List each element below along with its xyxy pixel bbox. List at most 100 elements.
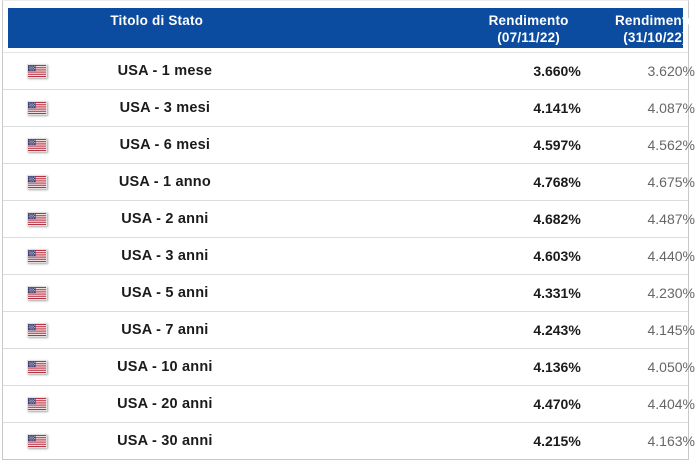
yield-previous-value: 4.487% — [647, 211, 695, 227]
column-header-bond: Titolo di Stato — [8, 8, 305, 48]
yield-previous-cell: 4.087% — [636, 100, 695, 116]
usa-flag-icon — [27, 138, 47, 152]
yield-current-value: 4.243% — [533, 322, 581, 338]
table-row: USA - 2 anni 4.682% 4.487% — [3, 201, 695, 238]
usa-flag-icon — [27, 212, 47, 226]
yield-previous-value: 4.440% — [647, 248, 695, 264]
yield-current-cell: 4.470% — [479, 396, 636, 412]
yield-current-cell: 4.243% — [479, 322, 636, 338]
yield-current-value: 4.597% — [533, 137, 581, 153]
yield-previous-cell: 4.487% — [636, 211, 695, 227]
bond-name: USA - 1 mese — [117, 63, 213, 79]
bond-name-cell: USA - 2 anni — [8, 211, 322, 227]
usa-flag-icon — [27, 175, 47, 189]
column-header-spacer — [305, 8, 454, 48]
yield-previous-cell: 3.620% — [636, 63, 695, 79]
yield-current-cell: 3.660% — [479, 63, 636, 79]
yield-current-cell: 4.331% — [479, 285, 636, 301]
yield-previous-cell: 4.050% — [636, 359, 695, 375]
yield-previous-cell: 4.440% — [636, 248, 695, 264]
yield-current-value: 4.215% — [533, 433, 581, 449]
yield-current-cell: 4.768% — [479, 174, 636, 190]
yield-previous-cell: 4.404% — [636, 396, 695, 412]
yield-current-cell: 4.141% — [479, 100, 636, 116]
table-row: USA - 6 mesi 4.597% 4.562% — [3, 127, 695, 164]
bond-name: USA - 2 anni — [121, 211, 209, 227]
table-row: USA - 30 anni 4.215% 4.163% — [3, 423, 695, 459]
table-row: USA - 10 anni 4.136% 4.050% — [3, 349, 695, 386]
yield-previous-cell: 4.230% — [636, 285, 695, 301]
usa-flag-icon — [27, 434, 47, 448]
column-header-yield-current: Rendimento (07/11/22) — [454, 8, 603, 48]
column-header-yield-current-line2: (07/11/22) — [497, 30, 560, 45]
yield-previous-value: 4.145% — [647, 322, 695, 338]
table-row: USA - 3 mesi 4.141% 4.087% — [3, 90, 695, 127]
bond-name-cell: USA - 3 mesi — [8, 100, 322, 116]
bond-name: USA - 30 anni — [117, 433, 213, 449]
table-body: USA - 1 mese 3.660% 3.620% — [3, 52, 695, 459]
usa-flag-icon — [27, 397, 47, 411]
yield-current-value: 4.682% — [533, 211, 581, 227]
column-header-yield-previous: Rendimento (31/10/22) — [603, 8, 695, 48]
usa-flag-icon — [27, 101, 47, 115]
bond-name: USA - 7 anni — [121, 322, 209, 338]
usa-flag-icon — [27, 323, 47, 337]
yield-current-value: 4.141% — [533, 100, 581, 116]
yield-previous-value: 4.675% — [647, 174, 695, 190]
bond-name-cell: USA - 7 anni — [8, 322, 322, 338]
bond-name: USA - 20 anni — [117, 396, 213, 412]
yield-previous-cell: 4.675% — [636, 174, 695, 190]
table-row: USA - 1 mese 3.660% 3.620% — [3, 53, 695, 90]
column-header-bond-label: Titolo di Stato — [110, 13, 204, 28]
yield-current-cell: 4.597% — [479, 137, 636, 153]
usa-flag-icon — [27, 64, 47, 78]
yield-previous-value: 4.404% — [647, 396, 695, 412]
bond-name-cell: USA - 3 anni — [8, 248, 322, 264]
yield-previous-cell: 4.163% — [636, 433, 695, 449]
yield-current-value: 4.603% — [533, 248, 581, 264]
bond-name-cell: USA - 30 anni — [8, 433, 322, 449]
yield-current-cell: 4.136% — [479, 359, 636, 375]
bond-name-cell: USA - 1 anno — [8, 174, 322, 190]
yield-current-value: 4.470% — [533, 396, 581, 412]
yield-previous-value: 4.050% — [647, 359, 695, 375]
yield-current-value: 4.331% — [533, 285, 581, 301]
yield-previous-value: 3.620% — [647, 63, 695, 79]
yield-current-value: 4.136% — [533, 359, 581, 375]
column-header-yield-current-line1: Rendimento — [488, 13, 569, 28]
bond-name-cell: USA - 6 mesi — [8, 137, 322, 153]
bond-name: USA - 1 anno — [118, 174, 211, 190]
usa-flag-icon — [27, 286, 47, 300]
bond-name: USA - 5 anni — [121, 285, 209, 301]
yield-previous-cell: 4.145% — [636, 322, 695, 338]
bond-name-cell: USA - 5 anni — [8, 285, 322, 301]
yield-current-cell: 4.603% — [479, 248, 636, 264]
yield-current-value: 3.660% — [533, 63, 581, 79]
bond-name: USA - 10 anni — [117, 359, 213, 375]
yield-current-cell: 4.682% — [479, 211, 636, 227]
bond-name: USA - 3 mesi — [119, 100, 211, 116]
yield-current-cell: 4.215% — [479, 433, 636, 449]
yield-previous-value: 4.562% — [647, 137, 695, 153]
table-row: USA - 5 anni 4.331% 4.230% — [3, 275, 695, 312]
yield-previous-value: 4.163% — [647, 433, 695, 449]
table-row: USA - 7 anni 4.243% 4.145% — [3, 312, 695, 349]
table-row: USA - 1 anno 4.768% 4.675% — [3, 164, 695, 201]
usa-flag-icon — [27, 249, 47, 263]
bond-name-cell: USA - 20 anni — [8, 396, 322, 412]
table-row: USA - 20 anni 4.470% 4.404% — [3, 386, 695, 423]
bond-name: USA - 6 mesi — [119, 137, 211, 153]
yield-previous-value: 4.087% — [647, 100, 695, 116]
table-row: USA - 3 anni 4.603% 4.440% — [3, 238, 695, 275]
yield-previous-cell: 4.562% — [636, 137, 695, 153]
column-header-yield-previous-line2: (31/10/22) — [623, 30, 687, 45]
bond-name-cell: USA - 10 anni — [8, 359, 322, 375]
yield-current-value: 4.768% — [533, 174, 581, 190]
table-header-row: Titolo di Stato Rendimento (07/11/22) Re… — [8, 8, 695, 48]
bond-name: USA - 3 anni — [121, 248, 209, 264]
bond-name-cell: USA - 1 mese — [8, 63, 322, 79]
yield-previous-value: 4.230% — [647, 285, 695, 301]
column-header-yield-previous-line1: Rendimento — [614, 13, 695, 28]
usa-flag-icon — [27, 360, 47, 374]
